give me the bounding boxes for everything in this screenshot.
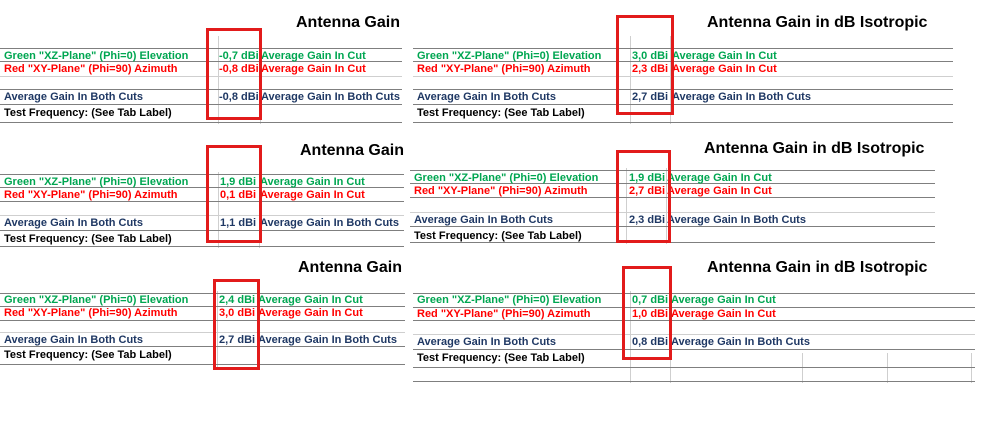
green-cut-label: Green "XZ-Plane" (Phi=0) Elevation — [4, 50, 189, 62]
highlight-box — [616, 150, 671, 243]
green-cut-label: Green "XZ-Plane" (Phi=0) Elevation — [417, 294, 602, 306]
both-cuts-label: Average Gain In Both Cuts — [4, 91, 143, 103]
red-cut-value: 2,7 dBi — [629, 185, 666, 197]
both-cuts-value: 2,7 dBi — [632, 91, 669, 103]
both-cuts-desc: Average Gain In Both Cuts — [261, 91, 400, 103]
highlight-box — [206, 145, 262, 243]
red-cut-desc: Average Gain In Cut — [261, 63, 366, 75]
gain-panel-top-right: Antenna Gain in dB Isotropic Green "XZ-P… — [413, 0, 1000, 128]
panel-title: Antenna Gain in dB Isotropic — [707, 14, 928, 31]
green-cut-desc: Average Gain In Cut — [672, 50, 777, 62]
red-cut-desc: Average Gain In Cut — [260, 189, 365, 201]
red-cut-value: 3,0 dBi — [219, 307, 256, 319]
both-cuts-value: 2,3 dBi — [629, 214, 666, 226]
highlight-box — [622, 266, 672, 360]
highlight-box — [616, 15, 674, 115]
highlight-box — [206, 28, 262, 120]
red-cut-label: Red "XY-Plane" (Phi=90) Azimuth — [417, 308, 591, 320]
green-cut-desc: Average Gain In Cut — [260, 176, 365, 188]
both-cuts-value: -0,8 dBi — [219, 91, 259, 103]
green-cut-value: 3,0 dBi — [632, 50, 669, 62]
red-cut-value: -0,8 dBi — [219, 63, 259, 75]
both-cuts-label: Average Gain In Both Cuts — [4, 217, 143, 229]
red-cut-label: Red "XY-Plane" (Phi=90) Azimuth — [4, 63, 178, 75]
red-cut-value: 1,0 dBi — [632, 308, 669, 320]
test-frequency-label: Test Frequency: (See Tab Label) — [414, 230, 582, 242]
test-frequency-label: Test Frequency: (See Tab Label) — [417, 107, 585, 119]
both-cuts-label: Average Gain In Both Cuts — [4, 334, 143, 346]
both-cuts-desc: Average Gain In Both Cuts — [667, 214, 806, 226]
green-cut-desc: Average Gain In Cut — [667, 172, 772, 184]
red-cut-label: Red "XY-Plane" (Phi=90) Azimuth — [4, 307, 178, 319]
green-cut-value: -0,7 dBi — [219, 50, 259, 62]
green-cut-desc: Average Gain In Cut — [671, 294, 776, 306]
both-cuts-desc: Average Gain In Both Cuts — [258, 334, 397, 346]
red-cut-label: Red "XY-Plane" (Phi=90) Azimuth — [4, 189, 178, 201]
red-cut-value: 2,3 dBi — [632, 63, 669, 75]
gain-panel-middle-right: Antenna Gain in dB Isotropic Green "XZ-P… — [410, 130, 1000, 250]
green-cut-label: Green "XZ-Plane" (Phi=0) Elevation — [4, 176, 189, 188]
both-cuts-desc: Average Gain In Both Cuts — [672, 91, 811, 103]
both-cuts-label: Average Gain In Both Cuts — [414, 214, 553, 226]
red-cut-label: Red "XY-Plane" (Phi=90) Azimuth — [414, 185, 588, 197]
test-frequency-label: Test Frequency: (See Tab Label) — [4, 107, 172, 119]
both-cuts-desc: Average Gain In Both Cuts — [260, 217, 399, 229]
green-cut-desc: Average Gain In Cut — [258, 294, 363, 306]
green-cut-label: Green "XZ-Plane" (Phi=0) Elevation — [4, 294, 189, 306]
both-cuts-label: Average Gain In Both Cuts — [417, 336, 556, 348]
test-frequency-label: Test Frequency: (See Tab Label) — [417, 352, 585, 364]
green-cut-value: 2,4 dBi — [219, 294, 256, 306]
green-cut-label: Green "XZ-Plane" (Phi=0) Elevation — [414, 172, 599, 184]
panel-title: Antenna Gain — [295, 14, 400, 31]
both-cuts-label: Average Gain In Both Cuts — [417, 91, 556, 103]
green-cut-desc: Average Gain In Cut — [261, 50, 366, 62]
red-cut-desc: Average Gain In Cut — [258, 307, 363, 319]
gain-panel-bottom-left: Antenna Gain Green "XZ-Plane" (Phi=0) El… — [0, 253, 410, 373]
panel-title: Antenna Gain in dB Isotropic — [707, 259, 928, 276]
red-cut-value: 0,1 dBi — [220, 189, 257, 201]
green-cut-value: 1,9 dBi — [629, 172, 666, 184]
highlight-box — [213, 279, 260, 370]
both-cuts-value: 2,7 dBi — [219, 334, 256, 346]
panel-title: Antenna Gain — [299, 142, 404, 159]
test-frequency-label: Test Frequency: (See Tab Label) — [4, 233, 172, 245]
test-frequency-label: Test Frequency: (See Tab Label) — [4, 349, 172, 361]
gain-panel-middle-left: Antenna Gain Green "XZ-Plane" (Phi=0) El… — [0, 130, 410, 250]
red-cut-desc: Average Gain In Cut — [672, 63, 777, 75]
panel-title: Antenna Gain — [297, 259, 402, 276]
green-cut-value: 0,7 dBi — [632, 294, 669, 306]
gain-panel-top-left: Antenna Gain Green "XZ-Plane" (Phi=0) El… — [0, 0, 408, 128]
red-cut-label: Red "XY-Plane" (Phi=90) Azimuth — [417, 63, 591, 75]
both-cuts-value: 1,1 dBi — [220, 217, 257, 229]
green-cut-value: 1,9 dBi — [220, 176, 257, 188]
panel-title: Antenna Gain in dB Isotropic — [704, 140, 925, 157]
both-cuts-desc: Average Gain In Both Cuts — [671, 336, 810, 348]
both-cuts-value: 0,8 dBi — [632, 336, 669, 348]
green-cut-label: Green "XZ-Plane" (Phi=0) Elevation — [417, 50, 602, 62]
red-cut-desc: Average Gain In Cut — [667, 185, 772, 197]
red-cut-desc: Average Gain In Cut — [671, 308, 776, 320]
gain-panel-bottom-right: Antenna Gain in dB Isotropic Green "XZ-P… — [413, 253, 1000, 388]
